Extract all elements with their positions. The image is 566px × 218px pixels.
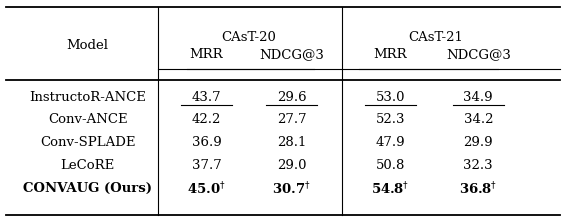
Text: NDCG@3: NDCG@3 <box>259 48 324 61</box>
Text: 34.9: 34.9 <box>464 90 493 104</box>
Text: 32.3: 32.3 <box>464 159 493 172</box>
Text: MRR: MRR <box>190 48 224 61</box>
Text: CONVAUG (Ours): CONVAUG (Ours) <box>23 182 152 195</box>
Text: 45.0$^{\dagger}$: 45.0$^{\dagger}$ <box>187 180 226 197</box>
Text: Model: Model <box>67 39 109 52</box>
Text: 30.7$^{\dagger}$: 30.7$^{\dagger}$ <box>272 180 311 197</box>
Text: 42.2: 42.2 <box>192 113 221 126</box>
Text: 43.7: 43.7 <box>192 90 221 104</box>
Text: 27.7: 27.7 <box>277 113 306 126</box>
Text: 36.8$^{\dagger}$: 36.8$^{\dagger}$ <box>459 180 498 197</box>
Text: 53.0: 53.0 <box>376 90 405 104</box>
Text: Conv-ANCE: Conv-ANCE <box>48 113 127 126</box>
Text: LeCoRE: LeCoRE <box>61 159 115 172</box>
Text: InstructoR-ANCE: InstructoR-ANCE <box>29 90 146 104</box>
Text: 34.2: 34.2 <box>464 113 493 126</box>
Text: 37.7: 37.7 <box>192 159 221 172</box>
Text: 29.0: 29.0 <box>277 159 306 172</box>
Text: NDCG@3: NDCG@3 <box>446 48 511 61</box>
Text: 28.1: 28.1 <box>277 136 306 149</box>
Text: Conv-SPLADE: Conv-SPLADE <box>40 136 135 149</box>
Text: 29.6: 29.6 <box>277 90 306 104</box>
Text: 36.9: 36.9 <box>192 136 221 149</box>
Text: 29.9: 29.9 <box>464 136 493 149</box>
Text: 54.8$^{\dagger}$: 54.8$^{\dagger}$ <box>371 180 410 197</box>
Text: 52.3: 52.3 <box>376 113 405 126</box>
Text: CAsT-21: CAsT-21 <box>409 31 463 44</box>
Text: 47.9: 47.9 <box>376 136 405 149</box>
Text: 50.8: 50.8 <box>376 159 405 172</box>
Text: MRR: MRR <box>374 48 408 61</box>
Text: CAsT-20: CAsT-20 <box>222 31 276 44</box>
